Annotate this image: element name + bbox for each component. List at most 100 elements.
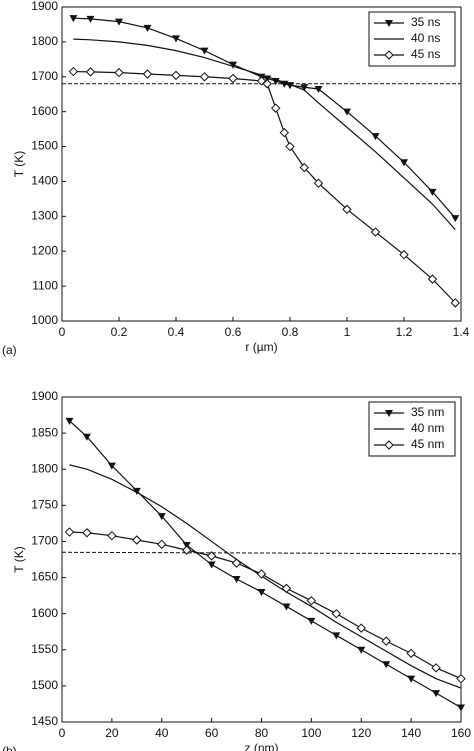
marker — [171, 70, 181, 81]
marker — [370, 227, 381, 237]
x-tick-label: 1.2 — [396, 325, 413, 339]
marker — [256, 569, 267, 579]
marker — [200, 47, 209, 55]
marker — [307, 617, 316, 625]
x-tick-label: 40 — [155, 726, 169, 740]
marker — [432, 690, 441, 698]
reference-line — [61, 551, 462, 555]
x-tick-label: 0 — [59, 325, 66, 339]
y-tick-label: 1100 — [32, 278, 58, 292]
marker — [427, 274, 438, 284]
panel-label: (b) — [2, 744, 17, 751]
x-tick-label: 160 — [451, 726, 471, 740]
y-tick-label: 1400 — [31, 174, 58, 188]
x-tick-label: 80 — [255, 726, 269, 740]
y-tick-label: 1650 — [31, 570, 58, 584]
y-tick-label: 1000 — [31, 313, 58, 327]
marker — [257, 589, 266, 596]
y-axis-label: T (K) — [12, 546, 26, 572]
series-line — [69, 531, 462, 680]
y-tick-label: 1450 — [31, 714, 58, 728]
marker — [115, 18, 123, 26]
y-tick-label: 1700 — [31, 69, 58, 83]
series-line — [69, 420, 462, 709]
y-tick-label: 1800 — [31, 461, 58, 475]
marker — [381, 636, 391, 646]
marker — [450, 298, 461, 308]
marker — [82, 528, 92, 538]
marker — [400, 159, 408, 167]
y-tick-label: 1800 — [31, 34, 58, 48]
x-tick-label: 0.6 — [225, 325, 242, 339]
marker — [143, 24, 152, 32]
marker — [282, 603, 291, 611]
y-tick-label: 1750 — [31, 498, 58, 512]
marker — [69, 15, 78, 23]
marker — [299, 162, 309, 173]
panel-label: (a) — [2, 343, 17, 357]
x-tick-label: 1 — [344, 325, 351, 339]
marker — [157, 539, 167, 550]
marker — [232, 576, 241, 583]
legend-label: 35 nm — [411, 405, 444, 419]
marker — [107, 462, 116, 470]
y-tick-label: 1600 — [31, 104, 58, 118]
marker — [86, 15, 95, 23]
x-tick-label: 100 — [301, 726, 321, 740]
marker — [431, 663, 441, 673]
y-tick-label: 1500 — [31, 678, 58, 692]
y-tick-label: 1600 — [31, 606, 58, 620]
marker — [181, 545, 192, 555]
legend-label: 45 ns — [411, 47, 440, 61]
marker — [271, 103, 281, 113]
marker — [313, 178, 324, 188]
x-tick-label: 120 — [351, 726, 371, 740]
series-line — [73, 70, 456, 304]
y-tick-label: 1900 — [31, 389, 58, 403]
marker — [231, 558, 242, 568]
x-tick-label: 60 — [205, 726, 219, 740]
marker — [371, 133, 380, 141]
marker — [457, 704, 465, 712]
marker — [300, 84, 309, 92]
legend-label: 35 ns — [411, 15, 440, 29]
marker — [356, 623, 366, 633]
y-tick-label: 1300 — [31, 209, 58, 223]
y-tick-label: 1700 — [31, 534, 58, 548]
marker — [332, 632, 341, 640]
marker — [142, 69, 153, 79]
marker — [406, 648, 416, 659]
legend-marker — [384, 440, 394, 450]
marker — [199, 72, 210, 82]
marker — [132, 487, 141, 495]
marker — [82, 433, 91, 441]
marker — [314, 85, 323, 93]
legend-label: 40 nm — [411, 421, 444, 435]
marker — [114, 67, 124, 78]
x-tick-label: 140 — [401, 726, 421, 740]
legend-marker — [384, 50, 394, 60]
marker — [132, 535, 142, 545]
legend-label: 45 nm — [411, 437, 444, 451]
marker — [279, 127, 290, 138]
marker — [85, 67, 96, 77]
marker — [399, 250, 409, 260]
series-line — [73, 38, 456, 230]
legend-label: 40 ns — [411, 31, 440, 45]
y-axis-label: T (K) — [12, 151, 26, 177]
marker — [281, 583, 292, 594]
y-tick-label: 1200 — [31, 243, 58, 257]
x-axis-label: r (µm) — [245, 340, 277, 354]
marker — [407, 675, 416, 683]
legend-marker — [385, 410, 393, 417]
x-tick-label: 0.4 — [168, 325, 185, 339]
marker — [207, 561, 216, 569]
marker — [357, 646, 366, 654]
marker — [65, 417, 74, 425]
marker — [331, 608, 342, 619]
marker — [456, 673, 466, 684]
x-tick-label: 0 — [59, 726, 66, 740]
plot-frame — [61, 6, 462, 322]
y-tick-label: 1550 — [31, 642, 58, 656]
